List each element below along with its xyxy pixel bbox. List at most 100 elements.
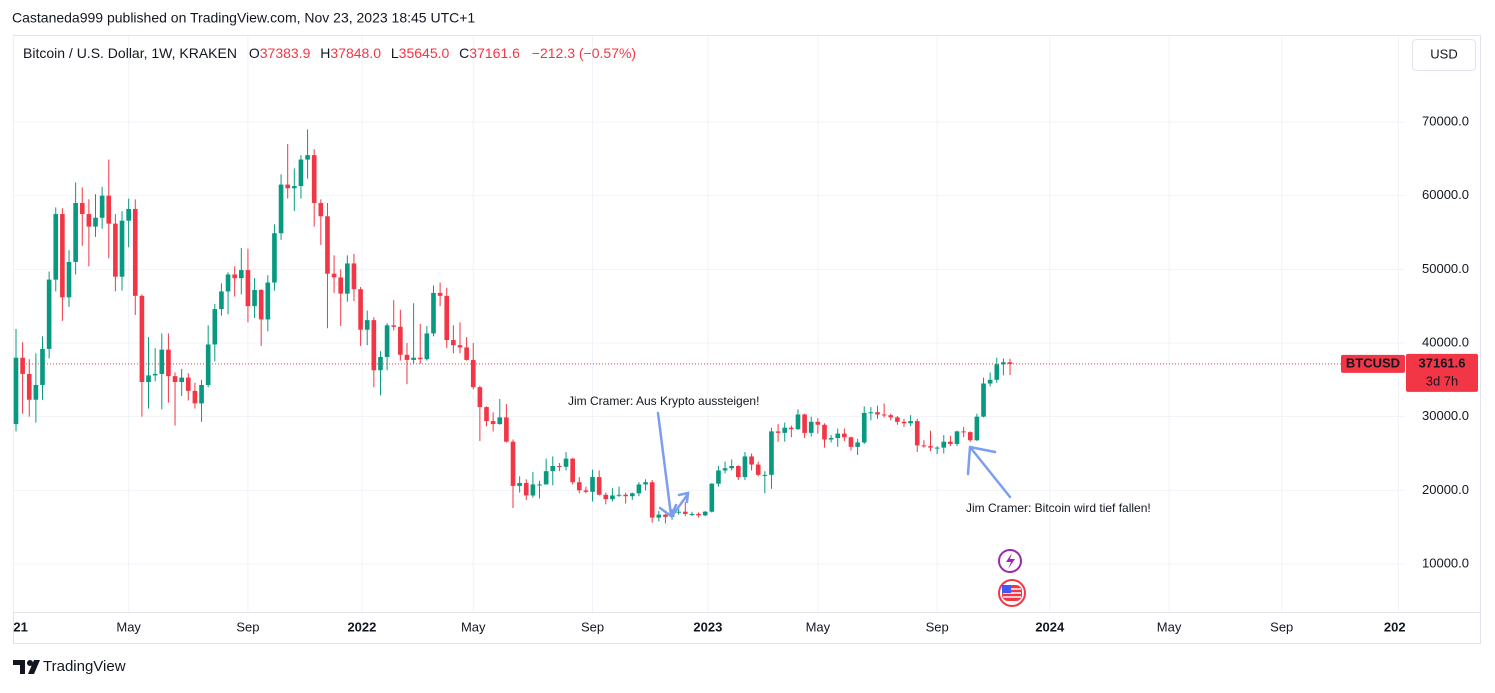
candle-body	[510, 441, 516, 486]
candle-body	[477, 387, 483, 408]
candle-body	[404, 354, 410, 360]
x-tick-label: 2024	[1035, 619, 1065, 634]
annotation: Jim Cramer: Bitcoin wird tief fallen!	[966, 501, 1151, 515]
candle-body	[106, 195, 112, 224]
candle-body	[238, 270, 244, 279]
candle-body	[643, 482, 648, 485]
candle-body	[325, 216, 330, 274]
candle-body	[802, 414, 807, 433]
candle-body	[205, 344, 211, 385]
candle-body	[775, 431, 781, 433]
candle-body	[901, 421, 907, 424]
candle-body	[881, 414, 887, 416]
candle-body	[66, 261, 72, 298]
candle-body	[729, 466, 735, 469]
plot-area	[13, 129, 1405, 524]
candle-body	[848, 437, 854, 447]
candle-body	[79, 203, 85, 215]
arrow	[670, 491, 690, 518]
candle-body	[994, 364, 1000, 380]
candle-body	[789, 427, 794, 430]
candle-body	[166, 349, 171, 377]
price-axis: 10000.0 20000.0 30000.0 40000.0 50000.0 60000…	[1422, 113, 1469, 570]
candle-body	[861, 412, 867, 443]
candle-body	[716, 470, 721, 484]
candle-body	[537, 484, 542, 486]
y-tick-label: 10000.0	[1422, 555, 1469, 570]
candle-body	[424, 333, 430, 360]
candle-body	[364, 320, 370, 330]
candle-body	[656, 514, 662, 518]
candle-body	[212, 309, 218, 345]
candle-body	[398, 326, 403, 355]
candle-body	[987, 379, 993, 384]
candle-body	[948, 441, 953, 444]
candle-body	[1001, 362, 1006, 365]
candle-body	[749, 456, 754, 465]
x-tick-label: Sep	[581, 619, 604, 634]
candle-body	[875, 412, 880, 415]
candle-body	[868, 412, 874, 414]
candle-body	[311, 155, 317, 204]
candle-body	[603, 494, 609, 500]
candle-body	[590, 477, 595, 492]
candle-body	[20, 357, 25, 374]
candle-body	[40, 348, 45, 385]
candle-body	[795, 414, 801, 430]
y-tick-label: 50000.0	[1422, 261, 1469, 276]
candle-body	[437, 292, 443, 296]
symbol-badge-label: BTCUSD	[1346, 355, 1400, 370]
close-value: 37161.6	[469, 45, 520, 61]
candle-body	[272, 233, 277, 283]
candle-body	[93, 217, 98, 227]
candle-body	[331, 273, 337, 278]
candle-body	[99, 195, 105, 218]
candle-body	[842, 433, 847, 438]
candle-body	[60, 214, 65, 298]
x-tick-label: May	[461, 619, 486, 634]
candle-body	[391, 325, 397, 327]
x-tick-label: 2023	[693, 619, 722, 634]
candle-body	[941, 441, 947, 448]
candle-body	[159, 349, 165, 374]
candle-body	[855, 442, 860, 447]
candle-body	[13, 357, 19, 425]
candle-body	[742, 456, 748, 478]
x-tick-label: 2021	[0, 619, 28, 634]
candle-body	[146, 375, 151, 383]
candle-body	[318, 203, 324, 217]
currency[interactable]: USD	[1430, 46, 1457, 61]
candle-body	[934, 447, 940, 449]
change: −212.3 (−0.57%)	[532, 45, 636, 61]
candle-body	[384, 325, 390, 357]
candle-body	[152, 373, 158, 376]
candle-body	[139, 295, 145, 383]
symbol-badge	[1341, 354, 1405, 373]
candle-body	[914, 421, 920, 446]
candle-body	[543, 471, 549, 485]
x-tick-label: May	[806, 619, 831, 634]
footer: TradingView	[13, 658, 126, 675]
candle-body	[709, 483, 715, 512]
symbol: Bitcoin / U.S. Dollar, 1W, KRAKEN	[23, 45, 237, 61]
candle-body	[464, 347, 469, 360]
candle-body	[305, 155, 310, 160]
candle-body	[629, 493, 635, 497]
event-icons	[998, 549, 1026, 607]
candle-body	[895, 417, 900, 422]
grid	[13, 36, 1405, 612]
time-axis: 2021 May Sep 2022 May Sep 2023 May Sep 2024 May Sep…	[0, 619, 1405, 634]
candle-body	[265, 282, 271, 320]
candle-body	[1007, 362, 1013, 364]
currency-button[interactable]	[1412, 39, 1476, 71]
x-tick-label: Sep	[1270, 619, 1293, 634]
y-tick-label: 30000.0	[1422, 408, 1469, 423]
candle-body	[417, 357, 423, 360]
candle-body	[470, 359, 476, 388]
high-label: H	[320, 45, 330, 61]
candle-body	[822, 424, 827, 440]
candle-body	[981, 383, 986, 417]
published-note: Castaneda999 published on TradingView.co…	[12, 10, 475, 26]
